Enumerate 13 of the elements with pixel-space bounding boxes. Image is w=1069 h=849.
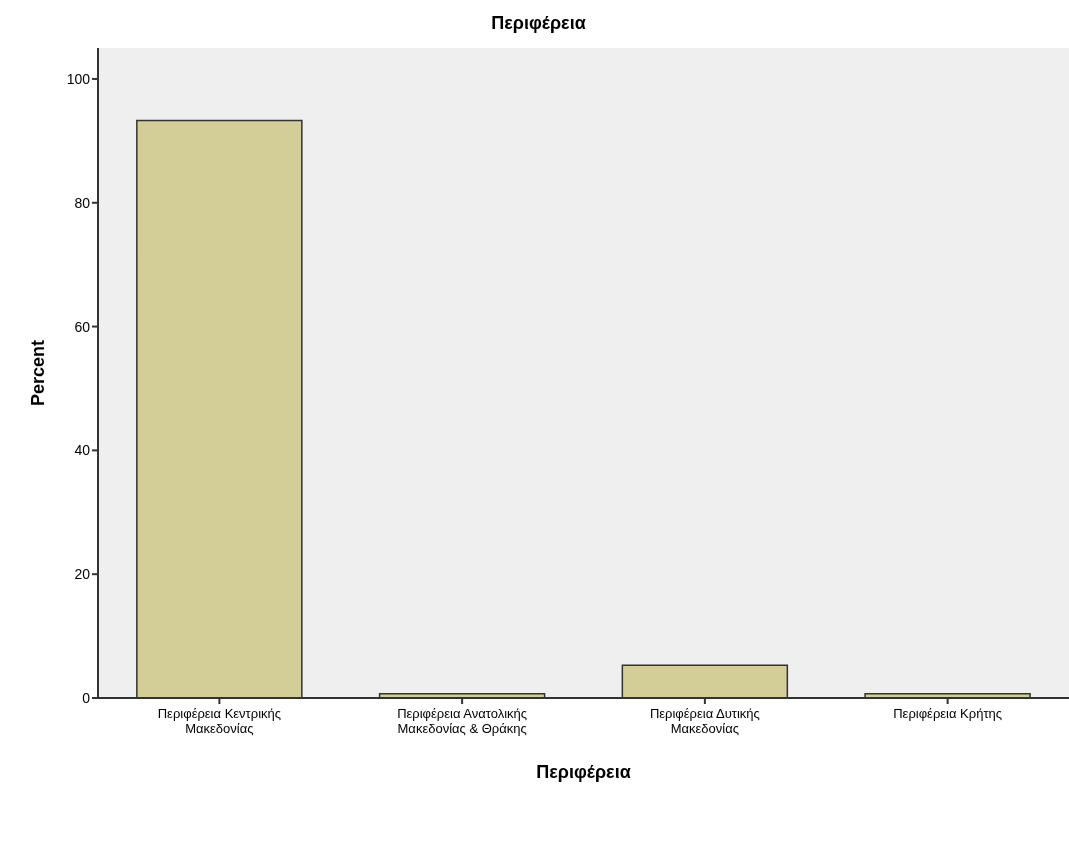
y-tick-label: 60 <box>74 318 91 335</box>
y-tick-label: 40 <box>74 442 91 459</box>
x-axis-title: Περιφέρεια <box>536 762 631 782</box>
y-axis-title: Percent <box>28 339 49 407</box>
x-tick-label: Περιφέρεια Ανατολικής Μακεδονίας & Θράκης <box>397 706 528 736</box>
y-tick-label: 0 <box>82 689 91 706</box>
y-tick-label: 100 <box>66 70 91 87</box>
x-tick-label: Περιφέρεια Κεντρικής Μακεδονίας <box>157 706 282 736</box>
y-tick-label: 80 <box>74 194 91 211</box>
x-tick-label: Περιφέρεια Δυτικής Μακεδονίας <box>649 706 760 736</box>
chart-title: Περιφέρεια <box>490 12 587 35</box>
y-tick-label: 20 <box>74 566 91 583</box>
x-tick-label: Περιφέρεια Κρήτης <box>893 706 1003 721</box>
